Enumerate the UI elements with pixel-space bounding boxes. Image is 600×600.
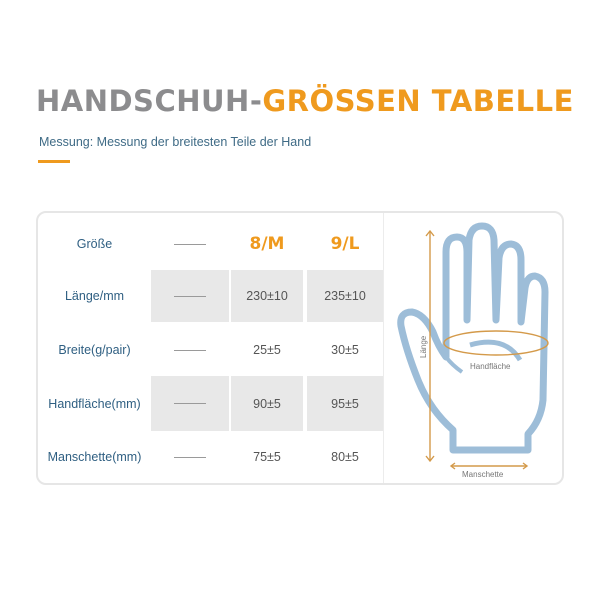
divider — [383, 213, 384, 483]
page-title: HANDSCHUH-GRÖSSEN TABELLE — [36, 84, 574, 118]
dash — [151, 324, 229, 376]
row-label: Manschette(mm) — [47, 450, 142, 464]
dash — [151, 376, 229, 431]
palm-circumference — [443, 330, 549, 356]
cell-value: 90±5 — [231, 376, 303, 431]
size-table-card: Größe 8/M 9/L Länge/mm 230±10 235±10 Bre… — [36, 211, 564, 485]
table-row: Handfläche(mm) 90±5 95±5 — [38, 376, 383, 431]
header-label: Größe — [76, 237, 113, 251]
row-label: Länge/mm — [38, 274, 151, 318]
cell-value: 75±5 — [253, 450, 281, 464]
palm-label: Handfläche — [470, 362, 511, 371]
glove-outline-icon — [397, 222, 549, 454]
cell-value: 235±10 — [307, 270, 383, 322]
row-label: Handfläche(mm) — [38, 380, 151, 427]
cell-value: 25±5 — [253, 343, 281, 357]
subtitle: Messung: Messung der breitesten Teile de… — [39, 135, 312, 149]
cell-value: 80±5 — [331, 450, 359, 464]
size-header: 9/L — [330, 234, 360, 254]
cell-value: 30±5 — [331, 343, 359, 357]
measure-lines — [425, 229, 549, 470]
row-label: Breite(g/pair) — [58, 343, 131, 357]
cell-value: 230±10 — [231, 270, 303, 322]
cuff-label: Manschette — [462, 470, 504, 479]
dash — [151, 270, 229, 322]
size-header: 8/M — [249, 234, 285, 254]
dash — [151, 431, 229, 483]
dash — [151, 218, 229, 270]
table-row: Manschette(mm) 75±5 80±5 — [38, 431, 383, 483]
header-row: Größe 8/M 9/L — [38, 218, 383, 270]
table-row: Breite(g/pair) 25±5 30±5 — [38, 324, 383, 376]
length-label: Länge — [419, 335, 428, 358]
cell-value: 95±5 — [307, 376, 383, 431]
table-row: Länge/mm 230±10 235±10 — [38, 270, 383, 322]
accent-divider — [38, 160, 70, 163]
palm-crease — [469, 339, 523, 362]
thumb-crease — [444, 355, 464, 374]
